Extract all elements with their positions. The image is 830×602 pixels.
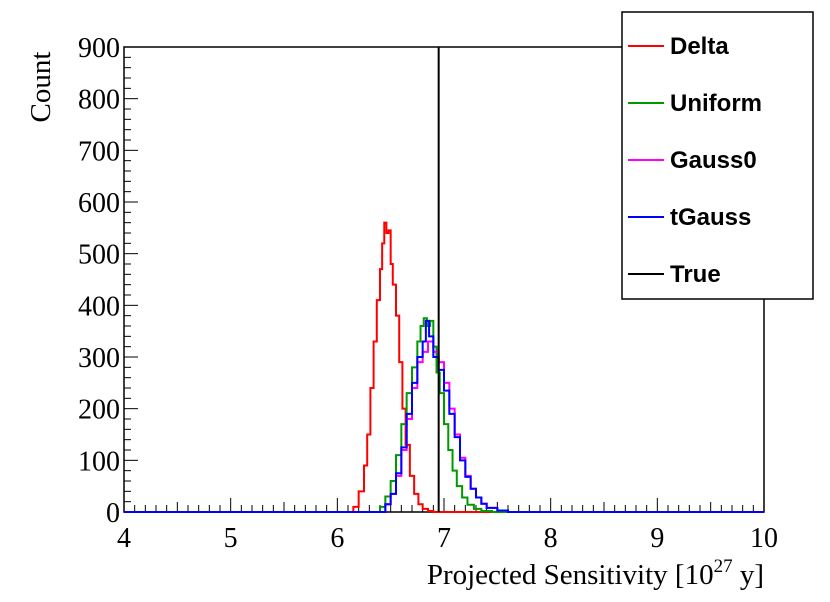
legend-label-uniform: Uniform (670, 90, 762, 117)
x-axis-title-suffix: y] (733, 559, 764, 591)
y-tick-label: 300 (78, 343, 120, 374)
legend-label-tgauss: tGauss (670, 204, 751, 231)
series-delta-line (124, 221, 764, 513)
x-tick-label: 7 (437, 523, 451, 554)
y-tick-label: 500 (78, 240, 120, 271)
x-axis-title-exponent: 27 (714, 556, 733, 577)
y-tick-label: 200 (78, 395, 120, 426)
x-tick-label: 10 (750, 523, 778, 554)
x-tick-label: 5 (224, 523, 238, 554)
y-tick-label: 0 (106, 498, 120, 529)
y-tick-label: 800 (78, 85, 120, 116)
x-tick-label: 4 (117, 523, 131, 554)
x-axis-title-main: Projected Sensitivity [10 (427, 559, 714, 591)
legend-label-true: True (670, 261, 721, 288)
y-axis-title: Count (25, 52, 57, 123)
legend-label-gauss0: Gauss0 (670, 147, 757, 174)
legend: Delta Uniform Gauss0 tGauss True (621, 11, 814, 300)
x-tick-label: 8 (544, 523, 558, 554)
y-tick-label: 900 (78, 33, 120, 64)
series-gauss0-line (124, 340, 764, 513)
x-tick-label: 9 (650, 523, 664, 554)
series-uniform-line (124, 317, 764, 513)
x-axis-title: Projected Sensitivity [1027 y] (427, 556, 764, 591)
y-tick-label: 600 (78, 188, 120, 219)
y-tick-label: 100 (78, 446, 120, 477)
y-tick-label: 400 (78, 291, 120, 322)
legend-frame (621, 11, 814, 300)
y-tick-label: 700 (78, 136, 120, 167)
legend-label-delta: Delta (670, 33, 729, 60)
x-tick-label: 6 (330, 523, 344, 554)
